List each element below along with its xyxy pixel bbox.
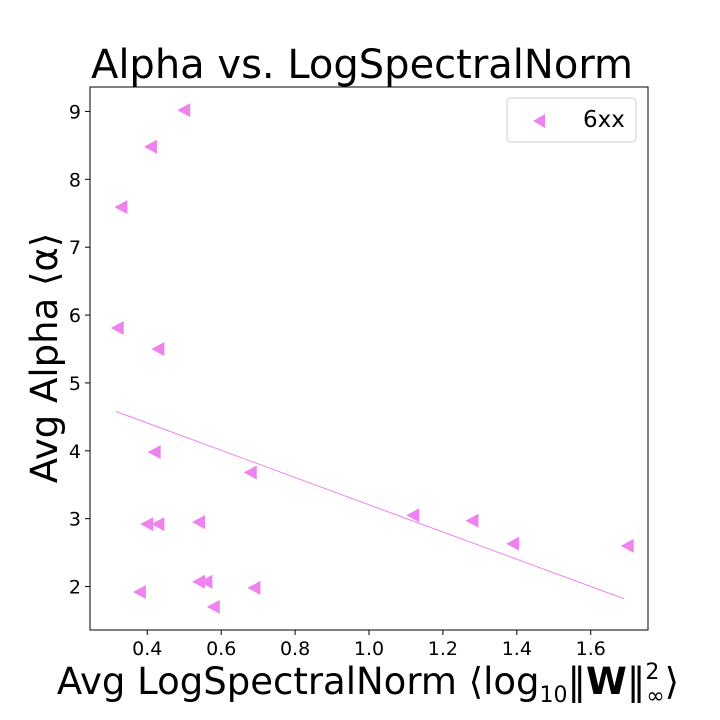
data-point bbox=[151, 341, 165, 356]
x-tick-label: 1.6 bbox=[576, 638, 606, 660]
x-tick-label: 1.2 bbox=[428, 638, 458, 660]
x-tick-label: 1.4 bbox=[502, 638, 532, 660]
data-point bbox=[192, 574, 206, 589]
data-point bbox=[177, 103, 191, 118]
x-axis-ticks: 0.4 0.6 0.8 1.0 1.2 1.4 1.6 bbox=[132, 630, 606, 660]
y-tick-label: 6 bbox=[69, 305, 81, 327]
data-point bbox=[132, 584, 146, 599]
legend: 6xx bbox=[506, 97, 637, 143]
data-point bbox=[406, 508, 420, 523]
data-point bbox=[151, 517, 165, 532]
data-marks bbox=[110, 103, 634, 614]
y-tick-label: 7 bbox=[69, 237, 81, 259]
data-point bbox=[110, 320, 124, 335]
x-tick-label: 0.6 bbox=[206, 638, 236, 660]
data-point bbox=[199, 574, 213, 589]
x-tick-label: 1.0 bbox=[354, 638, 384, 660]
data-point bbox=[620, 538, 634, 553]
y-tick-label: 4 bbox=[69, 441, 81, 463]
data-point bbox=[147, 445, 161, 460]
legend-box bbox=[506, 97, 637, 143]
y-tick-label: 8 bbox=[69, 169, 81, 191]
plot-area bbox=[89, 86, 649, 631]
data-point bbox=[114, 200, 128, 215]
plot-frame bbox=[89, 86, 649, 631]
data-point bbox=[140, 517, 154, 532]
trend-line bbox=[115, 410, 625, 600]
legend-marker bbox=[533, 114, 545, 128]
data-point bbox=[143, 139, 157, 154]
chart-title: Alpha vs. LogSpectralNorm bbox=[91, 42, 633, 88]
x-tick-label: 0.4 bbox=[132, 638, 162, 660]
y-axis-label: Avg Alpha ⟨α⟩ bbox=[23, 233, 66, 484]
x-axis-label: Avg LogSpectralNorm ⟨log10‖W‖2 ∞⟩ bbox=[57, 660, 679, 709]
data-point bbox=[192, 515, 206, 530]
y-tick-label: 9 bbox=[69, 101, 81, 123]
data-point bbox=[243, 465, 257, 480]
data-point bbox=[465, 513, 479, 528]
y-tick-label: 2 bbox=[69, 577, 81, 599]
data-point bbox=[506, 536, 520, 551]
x-tick-label: 0.8 bbox=[280, 638, 310, 660]
y-tick-label: 3 bbox=[69, 509, 81, 531]
legend-entry-6xx: 6xx bbox=[583, 107, 625, 133]
data-point bbox=[247, 580, 261, 595]
data-point bbox=[206, 599, 220, 614]
y-tick-label: 5 bbox=[69, 373, 81, 395]
y-axis-ticks: 2 3 4 5 6 7 8 9 bbox=[69, 101, 90, 599]
